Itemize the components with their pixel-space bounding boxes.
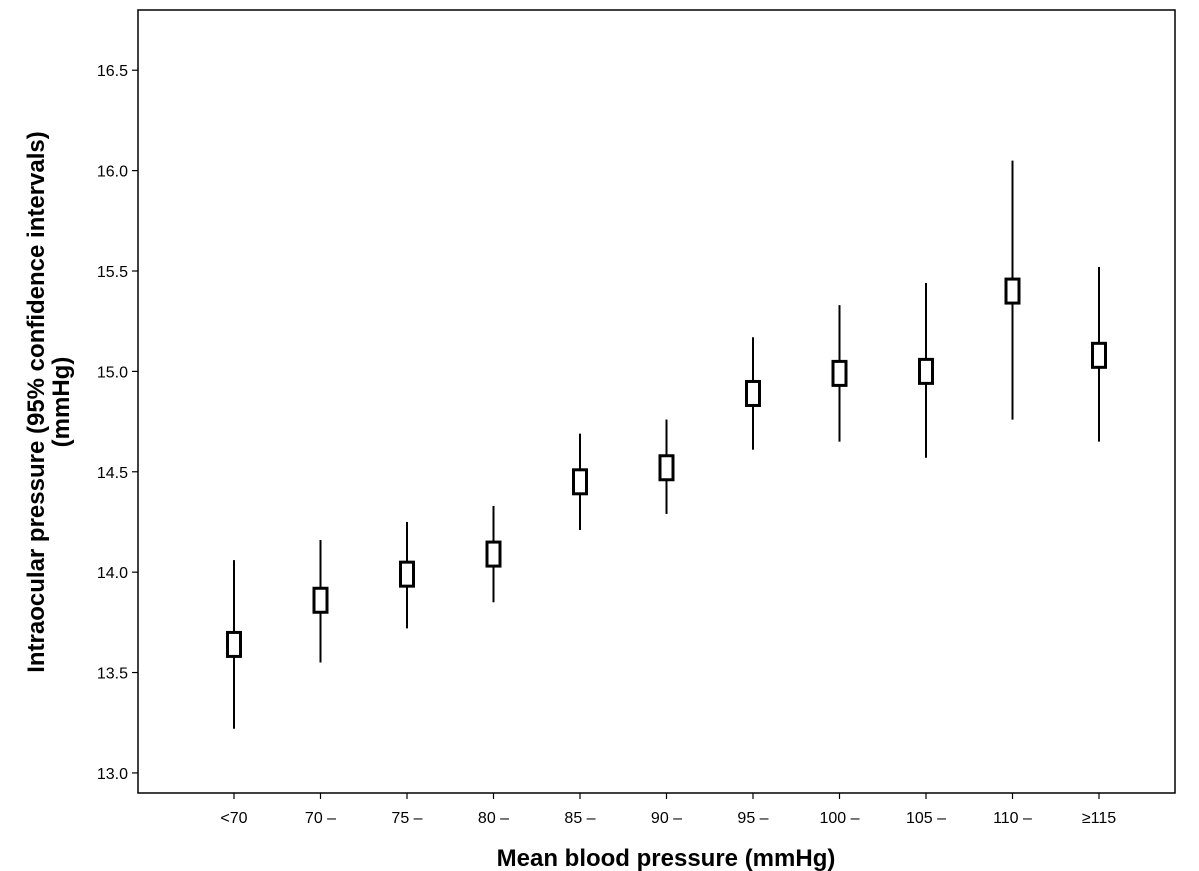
y-axis: 13.0 13.5 14.0 14.5 15.0 15.5 16.0 16.5 xyxy=(97,63,138,783)
mean-marker xyxy=(572,468,588,496)
y-tick-label: 15.5 xyxy=(97,264,128,281)
data-marks xyxy=(226,160,1107,729)
x-tick-label: 110 – xyxy=(993,810,1032,827)
x-tick-label: <70 xyxy=(220,810,247,827)
y-axis-title-line-2: (mmHg) xyxy=(48,357,75,448)
mean-marker xyxy=(226,630,242,658)
mean-marker xyxy=(1091,341,1107,369)
y-axis-title-line-1: Intraocular pressure (95% confidence int… xyxy=(23,131,50,673)
y-tick-label: 13.0 xyxy=(97,766,128,783)
mean-marker xyxy=(1004,277,1021,305)
mean-marker xyxy=(399,560,415,588)
y-tick-label: 15.0 xyxy=(97,364,128,381)
x-tick-label: 105 – xyxy=(906,810,946,827)
x-axis: <70 70 – 75 – 80 – 85 – 90 – 95 – 100 – 105 – 110… xyxy=(220,793,1116,827)
x-tick-label: 85 – xyxy=(564,810,595,827)
mean-marker xyxy=(485,540,502,568)
x-tick-label: 70 – xyxy=(305,810,336,827)
y-tick-label: 14.0 xyxy=(97,565,128,582)
plot-frame xyxy=(137,9,1176,794)
mean-marker xyxy=(918,357,934,385)
mean-marker xyxy=(745,379,761,407)
x-tick-label: 95 – xyxy=(737,810,768,827)
mean-marker xyxy=(658,454,675,482)
x-tick-label: ≥115 xyxy=(1082,810,1116,827)
y-axis-title-group: Intraocular pressure (95% confidence int… xyxy=(23,131,75,673)
y-tick-label: 14.5 xyxy=(97,465,128,482)
y-tick-label: 13.5 xyxy=(97,666,128,683)
x-tick-label: 100 – xyxy=(819,810,859,827)
mean-marker xyxy=(312,586,329,614)
x-tick-label: 90 – xyxy=(651,810,682,827)
x-tick-label: 80 – xyxy=(478,810,509,827)
mean-marker xyxy=(831,359,848,387)
x-tick-label: 75 – xyxy=(391,810,422,827)
y-tick-label: 16.5 xyxy=(97,63,128,80)
x-axis-title: Mean blood pressure (mmHg) xyxy=(497,845,836,871)
y-tick-label: 16.0 xyxy=(97,164,128,181)
